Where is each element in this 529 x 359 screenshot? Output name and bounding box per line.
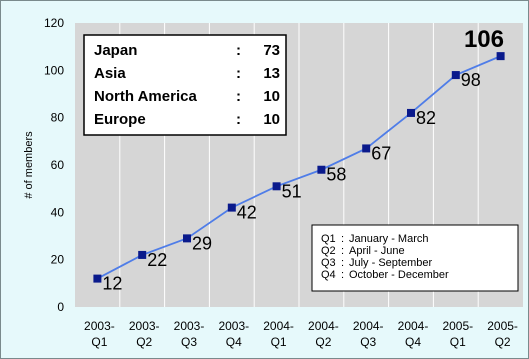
quarter-code: Q1	[321, 233, 336, 245]
data-point	[227, 203, 236, 212]
region-legend-box	[83, 34, 287, 136]
quarter-separator: :	[341, 257, 344, 269]
region-separator: :	[236, 42, 241, 59]
data-point	[407, 108, 415, 117]
quarter-legend: Q1: January - March Q2: April - June Q3: July…	[311, 224, 519, 292]
data-label: 98	[461, 70, 481, 90]
data-label: 51	[282, 181, 302, 201]
quarter-code: Q4	[321, 269, 336, 281]
data-point	[362, 144, 371, 153]
region-separator: :	[236, 88, 241, 105]
data-label: 42	[237, 203, 257, 223]
quarter-separator: :	[341, 245, 344, 257]
y-tick-label: 20	[51, 253, 65, 267]
region-count: 10	[263, 88, 280, 105]
y-axis-ticks: 0 20 40 60 80 100 120	[44, 16, 64, 314]
series-line	[96, 55, 501, 280]
region-name: Europe	[94, 111, 146, 128]
region-legend: Japan: 73 Asia: 13 North America: 10 Europe: 10	[83, 34, 287, 136]
data-point	[451, 71, 460, 80]
data-point	[183, 234, 191, 243]
data-label: 67	[371, 143, 391, 163]
data-labels: 12 22 29 42 51 58 67 82 98 106	[102, 26, 504, 294]
x-tick-label: 2004-Q4	[398, 319, 429, 349]
quarter-months: July - September	[349, 257, 432, 269]
region-name: North America	[94, 88, 197, 105]
data-label: 12	[102, 274, 122, 294]
region-separator: :	[236, 111, 241, 128]
x-tick-label: 2004-Q1	[263, 319, 294, 349]
quarter-code: Q3	[321, 257, 336, 269]
data-label: 106	[464, 26, 504, 53]
x-tick-label: 2003-Q3	[174, 319, 205, 349]
data-point	[93, 274, 102, 283]
y-tick-label: 120	[44, 16, 64, 30]
x-tick-label: 2003-Q1	[84, 319, 115, 349]
x-tick-label: 2005-Q1	[442, 319, 473, 349]
data-label: 58	[326, 165, 346, 185]
x-tick-label: 2003-Q4	[218, 319, 249, 349]
y-tick-label: 0	[57, 300, 64, 314]
x-axis-ticks: 2003-Q1 2003-Q2 2003-Q3 2003-Q4 2004-Q1 2004-…	[84, 319, 518, 349]
quarter-months: January - March	[349, 233, 428, 245]
quarter-legend-box	[311, 224, 519, 292]
y-tick-label: 40	[51, 205, 65, 219]
x-tick-label: 2004-Q2	[308, 319, 339, 349]
quarter-code: Q2	[321, 245, 336, 257]
region-name: Japan	[94, 42, 137, 59]
data-point	[317, 165, 326, 174]
y-axis-label: # of members	[23, 131, 35, 199]
quarter-separator: :	[341, 233, 344, 245]
quarter-separator: :	[341, 269, 344, 281]
region-separator: :	[236, 65, 241, 82]
data-point	[138, 250, 147, 259]
data-label: 82	[416, 108, 436, 128]
y-tick-label: 100	[44, 63, 64, 77]
data-label: 22	[147, 250, 167, 270]
region-count: 13	[263, 65, 280, 82]
data-label: 29	[192, 233, 212, 253]
x-tick-label: 2003-Q2	[129, 319, 160, 349]
region-count: 10	[263, 111, 280, 128]
x-tick-label: 2004-Q3	[353, 319, 384, 349]
data-point	[272, 182, 281, 191]
x-tick-label: 2005-Q2	[487, 319, 518, 349]
quarter-months: October - December	[349, 269, 449, 281]
data-point	[496, 52, 505, 61]
series-markers	[93, 52, 505, 283]
quarter-months: April - June	[349, 245, 405, 257]
region-name: Asia	[94, 65, 126, 82]
y-tick-label: 80	[51, 111, 65, 125]
region-count: 73	[263, 42, 280, 59]
y-tick-label: 60	[51, 158, 65, 172]
